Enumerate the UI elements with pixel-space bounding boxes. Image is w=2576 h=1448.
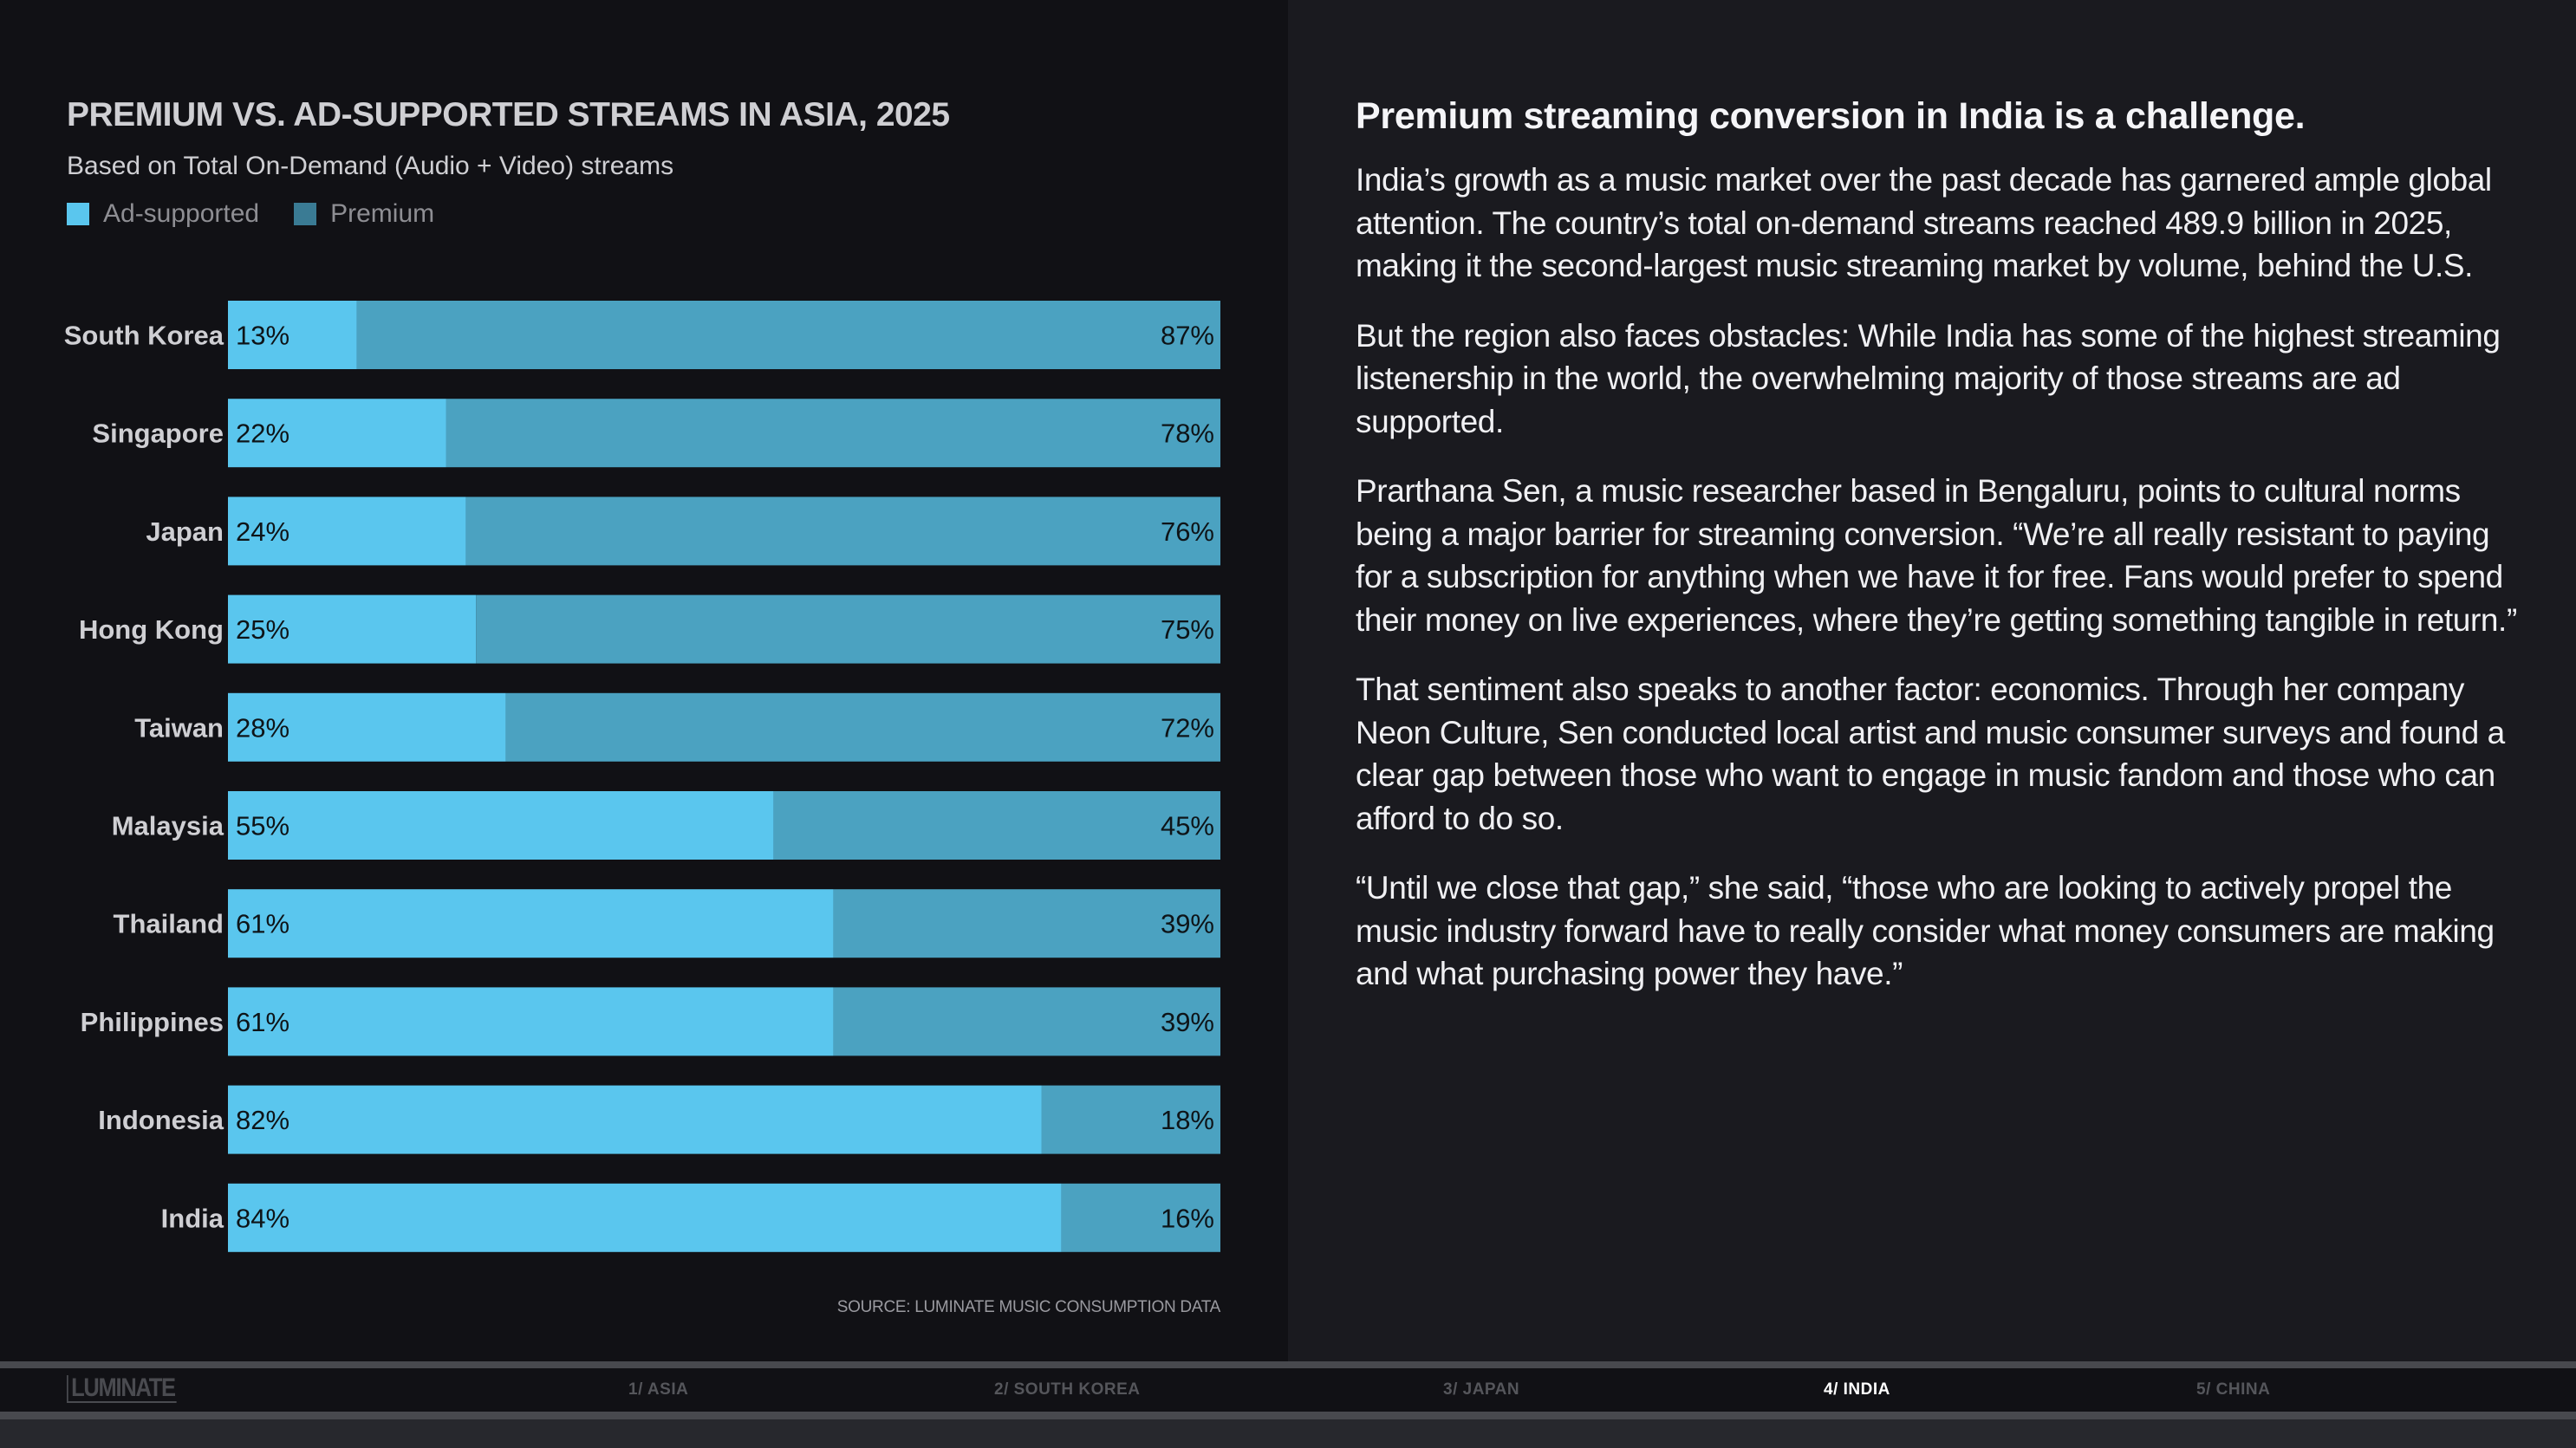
bar-ad-supported — [228, 987, 834, 1056]
nav-item-japan[interactable]: 3/ JAPAN — [1443, 1380, 1520, 1399]
category-label: Philippines — [81, 1007, 224, 1037]
article-headline: Premium streaming conversion in India is… — [1356, 95, 2306, 137]
category-label: Japan — [146, 516, 224, 547]
bar-premium — [1041, 1085, 1220, 1154]
bar-premium — [833, 987, 1220, 1056]
bar-premium — [476, 594, 1220, 664]
category-label: India — [161, 1203, 224, 1233]
bar-premium — [833, 889, 1220, 958]
value-label-ad-supported: 55% — [236, 811, 289, 841]
legend-label-ad-supported: Ad-supported — [103, 199, 260, 228]
value-label-premium: 45% — [1161, 811, 1214, 841]
bar-ad-supported — [228, 497, 466, 566]
value-label-premium: 16% — [1161, 1203, 1214, 1233]
category-label: Taiwan — [134, 712, 224, 743]
value-label-premium: 18% — [1161, 1105, 1214, 1135]
chart-subtitle: Based on Total On-Demand (Audio + Video)… — [67, 152, 674, 180]
value-label-premium: 72% — [1161, 712, 1214, 743]
article-paragraph: “Until we close that gap,” she said, “th… — [1356, 870, 2495, 991]
category-label: Thailand — [114, 909, 224, 939]
bar-ad-supported — [228, 889, 834, 958]
value-label-ad-supported: 22% — [236, 419, 289, 449]
article-paragraph: Prarthana Sen, a music researcher based … — [1356, 473, 2517, 638]
value-label-ad-supported: 13% — [236, 321, 289, 351]
nav-item-south-korea[interactable]: 2/ SOUTH KOREA — [994, 1380, 1141, 1399]
bar-chart: South Korea 13% 87% Singapore 22% 78% Japan 24%… — [64, 301, 1221, 1252]
bar-row: South Korea 13% 87% — [64, 301, 1221, 369]
category-label: Malaysia — [112, 811, 224, 841]
value-label-premium: 87% — [1161, 321, 1214, 351]
value-label-premium: 78% — [1161, 419, 1214, 449]
bar-premium — [1061, 1183, 1220, 1252]
bar-premium — [465, 497, 1220, 566]
value-label-ad-supported: 84% — [236, 1203, 289, 1233]
bar-row: Hong Kong 25% 75% — [79, 594, 1220, 664]
value-label-ad-supported: 24% — [236, 516, 289, 547]
bar-row: Singapore 22% 78% — [92, 399, 1220, 468]
nav-item-china[interactable]: 5/ CHINA — [2196, 1380, 2271, 1399]
value-label-ad-supported: 28% — [236, 712, 289, 743]
bar-ad-supported — [228, 594, 477, 664]
value-label-ad-supported: 61% — [236, 909, 289, 939]
footer-nav: LUMINATE 1/ ASIA 2/ SOUTH KOREA 3/ JAPAN… — [0, 1368, 2576, 1412]
category-label: Hong Kong — [79, 614, 224, 645]
bar-ad-supported — [228, 1183, 1062, 1252]
article-paragraph: But the region also faces obstacles: Whi… — [1356, 317, 2501, 439]
nav-item-india[interactable]: 4/ INDIA — [1824, 1380, 1890, 1399]
chart-legend: Ad-supported Premium — [67, 199, 469, 229]
chart-panel: PREMIUM VS. AD-SUPPORTED STREAMS IN ASIA… — [0, 0, 1288, 1361]
article-panel: Premium streaming conversion in India is… — [1288, 0, 2576, 1361]
value-label-premium: 39% — [1161, 1007, 1214, 1037]
chart-title: PREMIUM VS. AD-SUPPORTED STREAMS IN ASIA… — [67, 96, 950, 133]
bar-premium — [773, 791, 1220, 860]
bar-row: India 84% 16% — [161, 1183, 1220, 1252]
chart-source: SOURCE: LUMINATE MUSIC CONSUMPTION DATA — [836, 1298, 1221, 1316]
bar-ad-supported — [228, 791, 774, 860]
bar-row: Japan 24% 76% — [146, 497, 1220, 566]
category-label: Singapore — [92, 419, 224, 449]
nav-item-asia[interactable]: 1/ ASIA — [628, 1380, 689, 1399]
bar-ad-supported — [228, 399, 446, 468]
legend-item-ad-supported: Ad-supported — [67, 199, 259, 229]
article-content: Premium streaming conversion in India is… — [1356, 95, 2517, 1023]
bar-row: Philippines 61% 39% — [81, 987, 1220, 1056]
bar-row: Indonesia 82% 18% — [98, 1085, 1220, 1154]
value-label-premium: 75% — [1161, 614, 1214, 645]
bar-row: Taiwan 28% 72% — [134, 692, 1220, 762]
legend-label-premium: Premium — [330, 199, 435, 228]
footer-bottom-bar — [0, 1419, 2576, 1448]
bar-ad-supported — [228, 692, 506, 762]
legend-swatch-ad-supported — [67, 203, 89, 225]
legend-item-premium: Premium — [294, 199, 434, 229]
bar-premium — [446, 399, 1220, 468]
footer-divider-top — [0, 1361, 2576, 1368]
value-label-ad-supported: 25% — [236, 614, 289, 645]
value-label-ad-supported: 82% — [236, 1105, 289, 1135]
value-label-premium: 39% — [1161, 909, 1214, 939]
bar-premium — [505, 692, 1220, 762]
bar-ad-supported — [228, 301, 357, 369]
value-label-premium: 76% — [1161, 516, 1214, 547]
bar-ad-supported — [228, 1085, 1042, 1154]
article-paragraph: That sentiment also speaks to another fa… — [1356, 672, 2505, 836]
bar-premium — [356, 301, 1221, 369]
value-label-ad-supported: 61% — [236, 1007, 289, 1037]
category-label: South Korea — [64, 321, 224, 351]
article-paragraph: India’s growth as a music market over th… — [1356, 162, 2492, 283]
legend-swatch-premium — [294, 203, 317, 225]
bar-row: Thailand 61% 39% — [114, 889, 1220, 958]
category-label: Indonesia — [98, 1105, 224, 1135]
bar-row: Malaysia 55% 45% — [112, 791, 1220, 860]
luminate-logo[interactable]: LUMINATE — [67, 1375, 177, 1403]
footer-divider-bottom — [0, 1412, 2576, 1419]
